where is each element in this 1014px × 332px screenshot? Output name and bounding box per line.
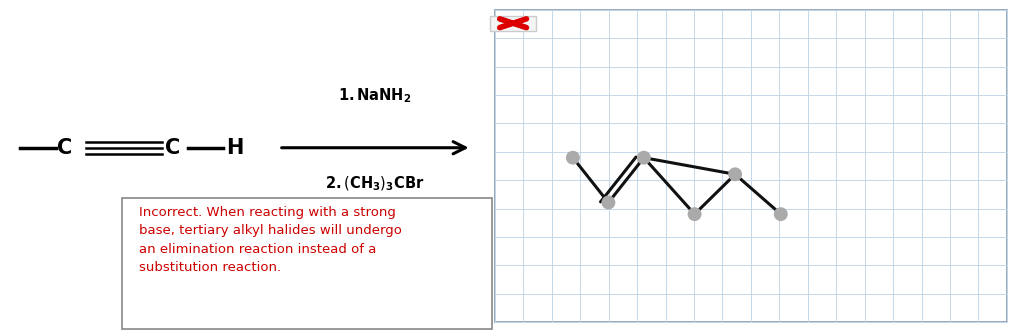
Text: Incorrect. When reacting with a strong
base, tertiary alkyl halides will undergo: Incorrect. When reacting with a strong b… bbox=[139, 206, 402, 274]
Text: $\mathbf{1.NaNH_2}$: $\mathbf{1.NaNH_2}$ bbox=[339, 86, 412, 105]
Point bbox=[727, 172, 743, 177]
FancyBboxPatch shape bbox=[490, 16, 536, 31]
Point bbox=[773, 211, 789, 217]
FancyBboxPatch shape bbox=[122, 198, 492, 329]
FancyBboxPatch shape bbox=[495, 10, 1007, 322]
Text: $\mathbf{C}$: $\mathbf{C}$ bbox=[164, 138, 180, 158]
Text: $\mathbf{C}$: $\mathbf{C}$ bbox=[56, 138, 72, 158]
Point bbox=[686, 211, 703, 217]
Point bbox=[600, 200, 617, 205]
Point bbox=[565, 155, 581, 160]
Text: $\mathbf{2.{\left(CH_3\right)}_3CBr}$: $\mathbf{2.{\left(CH_3\right)}_3CBr}$ bbox=[325, 174, 425, 193]
Text: $\mathbf{H}$: $\mathbf{H}$ bbox=[226, 138, 244, 158]
Point bbox=[636, 155, 652, 160]
